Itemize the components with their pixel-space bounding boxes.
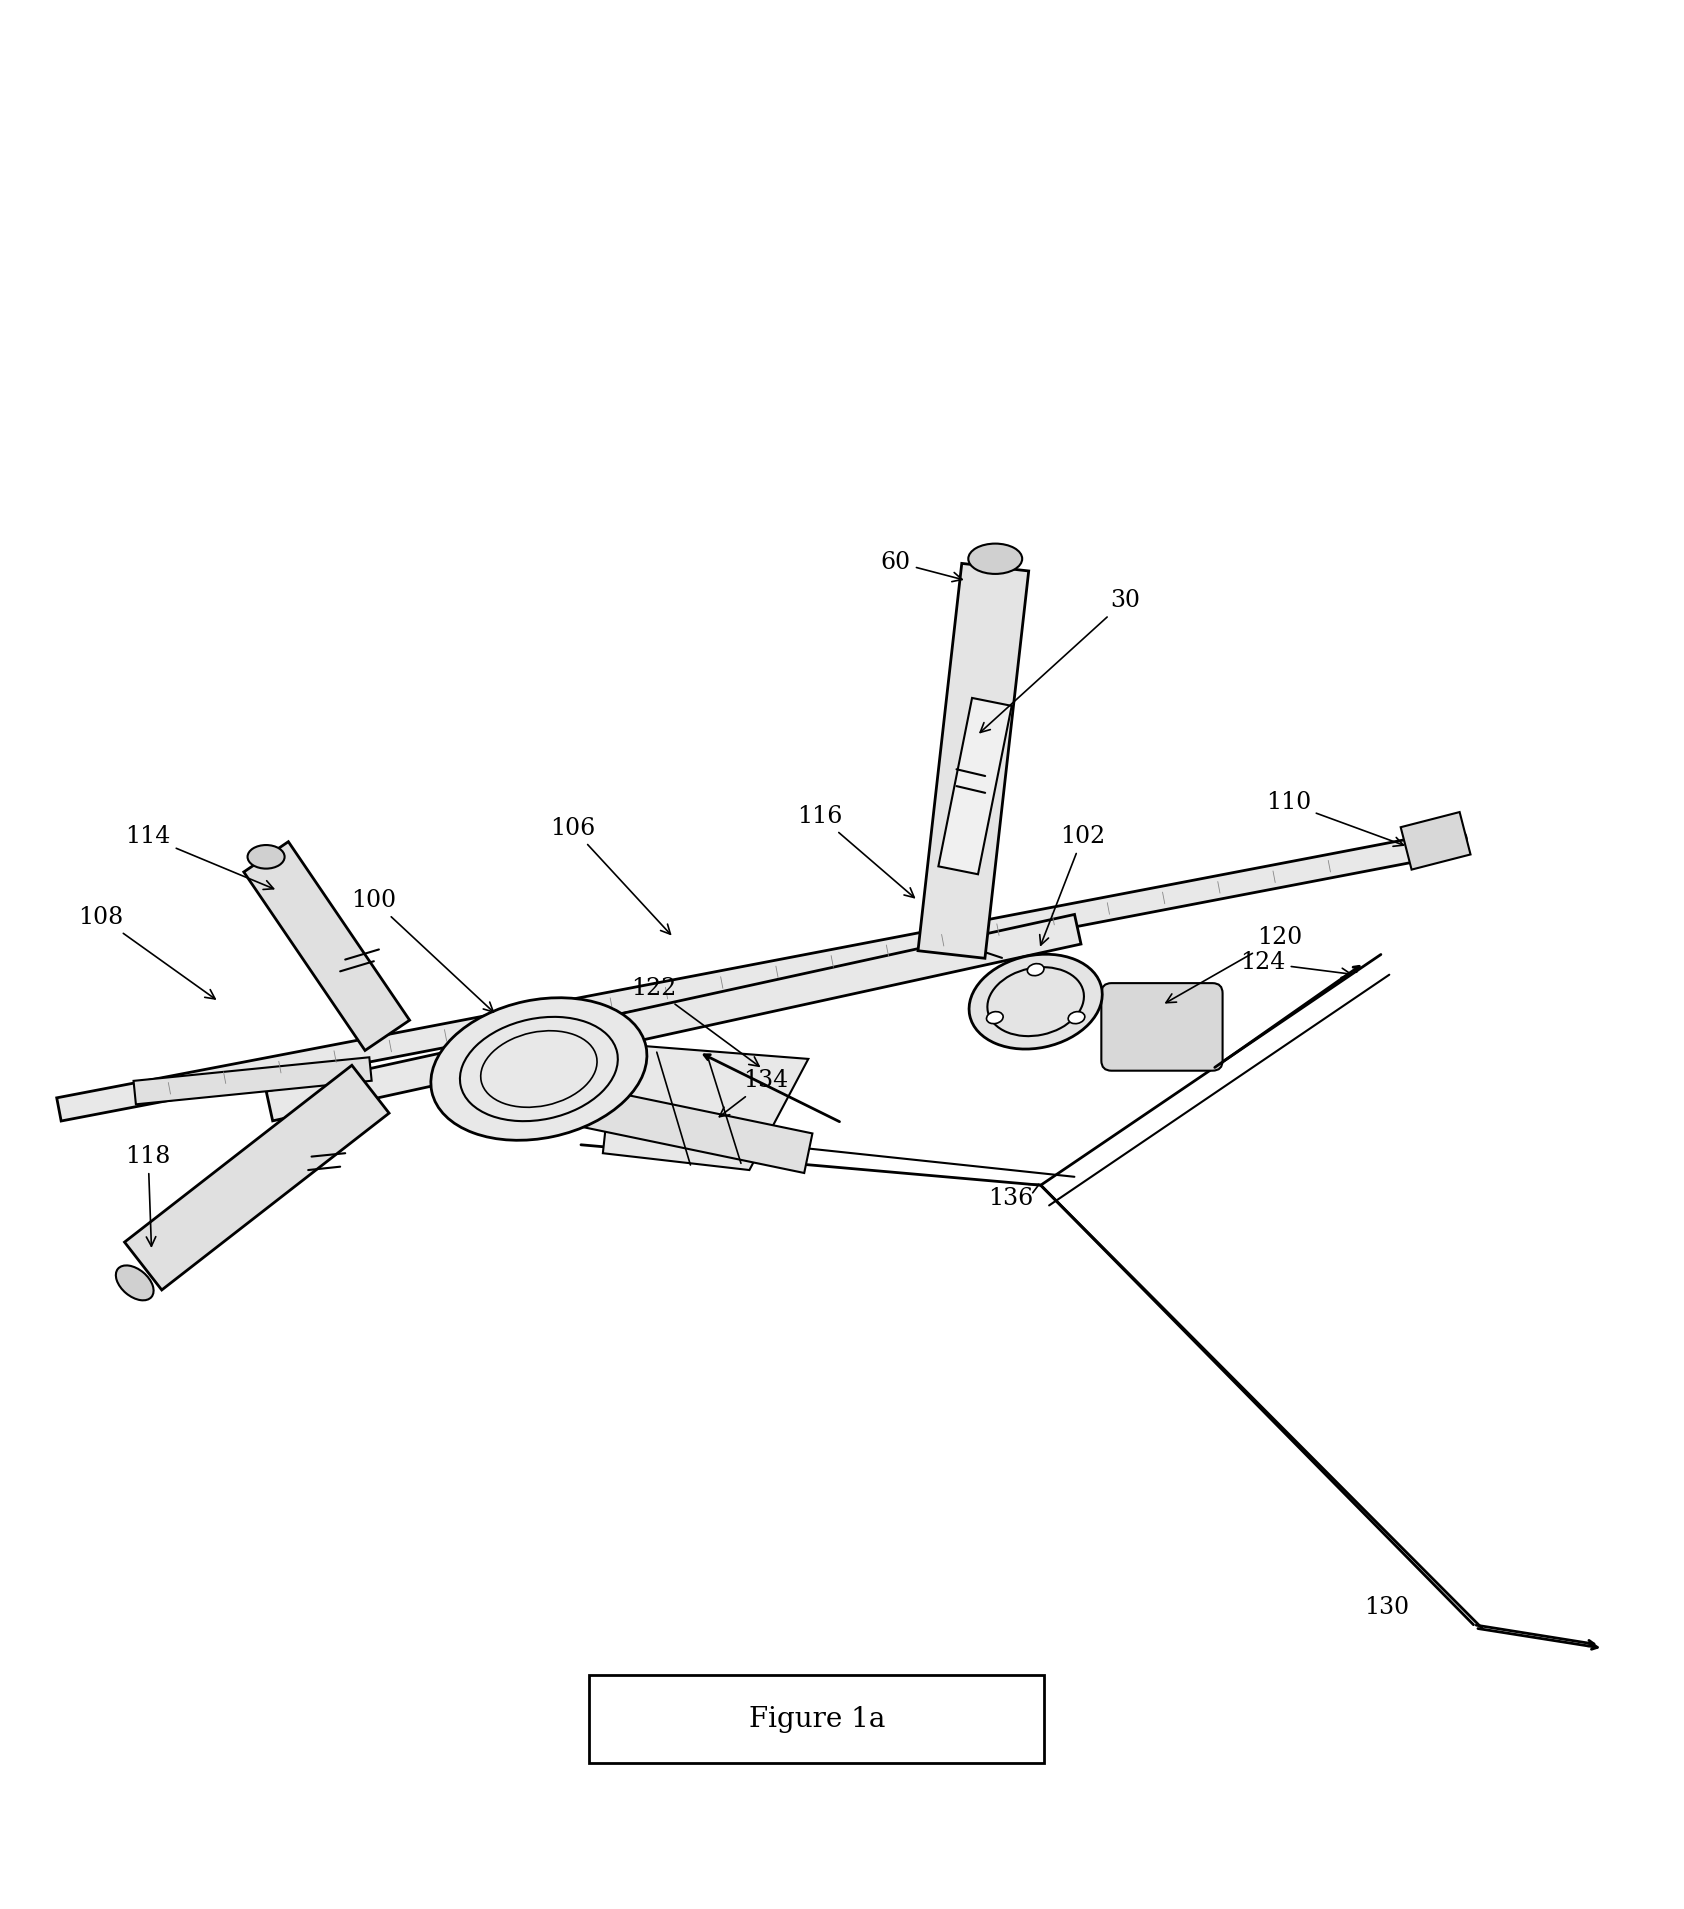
Text: 124: 124 <box>1241 951 1351 977</box>
Ellipse shape <box>431 998 647 1140</box>
Polygon shape <box>133 1058 372 1103</box>
Text: 100: 100 <box>352 890 493 1012</box>
Polygon shape <box>578 1086 812 1172</box>
Text: 110: 110 <box>1266 792 1403 846</box>
Polygon shape <box>918 563 1029 958</box>
Text: 108: 108 <box>79 907 216 998</box>
Polygon shape <box>603 1044 808 1170</box>
Ellipse shape <box>1027 964 1044 975</box>
Text: 60: 60 <box>881 550 962 582</box>
Polygon shape <box>266 914 1081 1121</box>
Text: 116: 116 <box>798 806 914 897</box>
Text: 118: 118 <box>126 1145 170 1247</box>
Text: 136: 136 <box>989 1184 1039 1210</box>
Text: 130: 130 <box>1364 1596 1410 1619</box>
Ellipse shape <box>1068 1012 1084 1023</box>
Polygon shape <box>1401 811 1470 871</box>
Text: 134: 134 <box>719 1069 788 1117</box>
Ellipse shape <box>968 954 1103 1050</box>
Polygon shape <box>244 842 409 1050</box>
Polygon shape <box>125 1065 389 1290</box>
FancyBboxPatch shape <box>1101 983 1223 1071</box>
Ellipse shape <box>968 544 1022 575</box>
Ellipse shape <box>1430 825 1467 855</box>
Text: Figure 1a: Figure 1a <box>749 1705 884 1733</box>
Text: 114: 114 <box>126 825 273 890</box>
Polygon shape <box>57 834 1442 1121</box>
Bar <box>589 1676 1044 1762</box>
Text: 120: 120 <box>1165 926 1302 1002</box>
Text: 102: 102 <box>1039 825 1105 945</box>
Polygon shape <box>938 699 1012 874</box>
Ellipse shape <box>116 1266 153 1300</box>
Text: 106: 106 <box>551 817 670 934</box>
Ellipse shape <box>987 1012 1004 1023</box>
Text: 30: 30 <box>980 590 1140 733</box>
Ellipse shape <box>248 846 285 869</box>
Text: 122: 122 <box>632 977 759 1067</box>
